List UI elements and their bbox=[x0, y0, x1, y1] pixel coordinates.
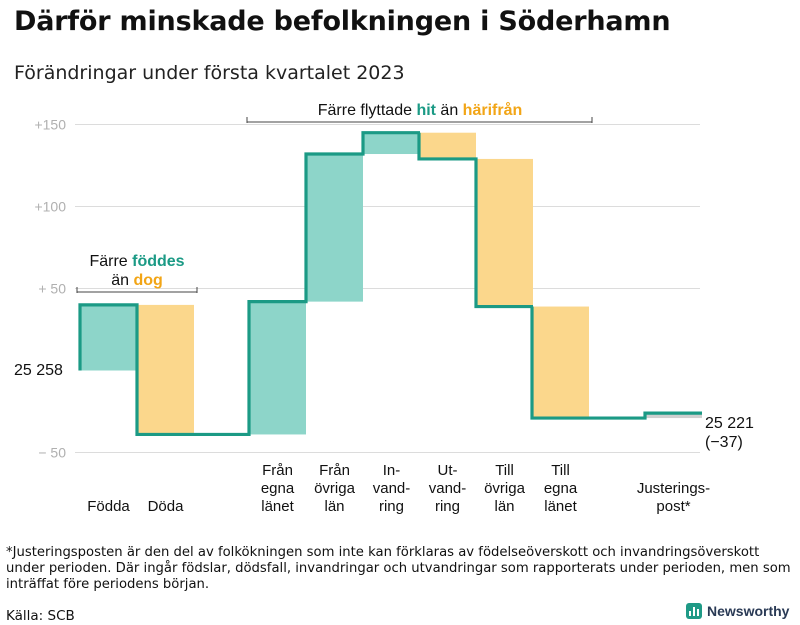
source-label: Källa: SCB bbox=[6, 608, 75, 624]
category-label: ring bbox=[379, 498, 404, 515]
annotation-natural-line1: Färre föddes bbox=[89, 253, 184, 270]
final-value-label: 25 221 bbox=[705, 415, 754, 432]
chart-subtitle: Förändringar under första kvartalet 2023 bbox=[14, 62, 405, 84]
brand-logo: Newsworthy bbox=[686, 603, 789, 619]
category-label: länet bbox=[261, 498, 294, 515]
chart-title: Därför minskade befolkningen i Söderhamn bbox=[14, 6, 671, 37]
baseline-value-label: 25 258 bbox=[14, 362, 63, 379]
category-label: egna bbox=[261, 480, 295, 497]
y-tick-label: +150 bbox=[34, 117, 66, 133]
waterfall-bar-doda bbox=[137, 304, 194, 435]
category-label: Justerings- bbox=[637, 480, 710, 497]
category-label: Från bbox=[319, 462, 350, 479]
waterfall-bar-fodda bbox=[80, 304, 137, 371]
category-label: Ut- bbox=[438, 462, 458, 479]
category-label: ring bbox=[435, 498, 460, 515]
waterfall-bar-fran_egna bbox=[249, 301, 306, 435]
category-label: egna bbox=[544, 480, 578, 497]
category-label: vand- bbox=[373, 480, 411, 497]
category-label: post* bbox=[656, 498, 690, 515]
annotation-natural-line2: än dog bbox=[111, 272, 163, 289]
category-label: övriga bbox=[484, 480, 526, 497]
category-label: Döda bbox=[148, 498, 185, 515]
category-label: länet bbox=[544, 498, 577, 515]
y-tick-label: − 50 bbox=[38, 445, 66, 461]
category-label: vand- bbox=[429, 480, 467, 497]
category-label: Födda bbox=[87, 498, 130, 515]
waterfall-bar-till_egna bbox=[532, 306, 589, 419]
category-label: län bbox=[324, 498, 344, 515]
waterfall-bar-till_ovriga bbox=[476, 158, 533, 307]
waterfall-bar-justeringspost bbox=[645, 413, 702, 419]
waterfall-bar-utvandring bbox=[419, 132, 476, 159]
waterfall-bar-fran_ovriga bbox=[306, 154, 363, 302]
final-change-label: (−37) bbox=[705, 434, 743, 451]
brand-name: Newsworthy bbox=[707, 603, 790, 619]
waterfall-step-line bbox=[78, 131, 702, 437]
category-label: Från bbox=[262, 462, 293, 479]
category-label: In- bbox=[383, 462, 401, 479]
annotation-migration: Färre flyttade hit än härifrån bbox=[318, 101, 523, 119]
bracket-natural bbox=[76, 287, 198, 293]
bar-chart-icon bbox=[686, 603, 702, 619]
footnote: *Justeringsposten är den del av folkökni… bbox=[6, 545, 791, 592]
bracket-migration bbox=[246, 117, 593, 123]
category-label: övriga bbox=[314, 480, 356, 497]
category-label: län bbox=[494, 498, 514, 515]
y-tick-label: + 50 bbox=[38, 281, 66, 297]
category-label: Till bbox=[551, 462, 570, 479]
category-label: Till bbox=[495, 462, 514, 479]
waterfall-bar-invandring bbox=[363, 132, 420, 155]
y-tick-label: +100 bbox=[34, 199, 66, 215]
